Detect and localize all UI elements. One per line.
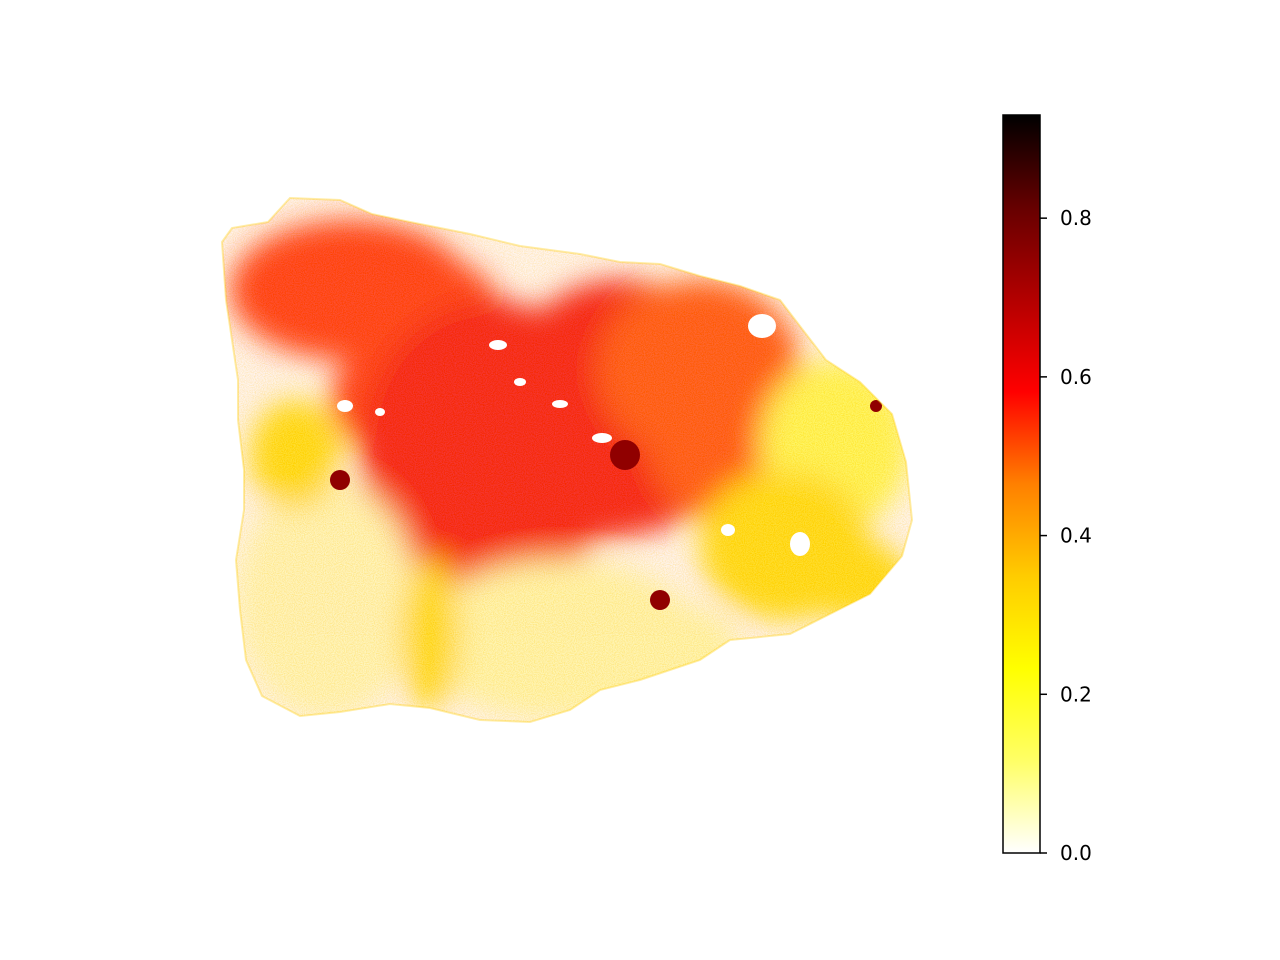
colorbar-tick-label: 0.6 <box>1060 365 1092 389</box>
colorbar: 0.0 0.2 0.4 0.6 0.8 <box>1002 114 1092 865</box>
tissue-outline <box>220 196 914 724</box>
vessel-holes <box>337 314 810 556</box>
colorbar-gradient <box>1003 115 1040 853</box>
heatmap-region-hotspots <box>610 440 640 470</box>
heatmap-region-hotspots <box>650 590 670 610</box>
heatmap-image <box>220 196 914 724</box>
heatmap-region-hotspots <box>870 400 882 412</box>
heatmap-region-hotspots <box>330 470 350 490</box>
colorbar-tick-label: 0.0 <box>1060 841 1092 865</box>
colorbar-tick-label: 0.4 <box>1060 524 1092 548</box>
colorbar-tick-label: 0.2 <box>1060 682 1092 706</box>
colorbar-tick-label: 0.8 <box>1060 206 1092 230</box>
heatmap-texture <box>222 198 912 722</box>
colorbar-frame <box>1002 114 1041 854</box>
